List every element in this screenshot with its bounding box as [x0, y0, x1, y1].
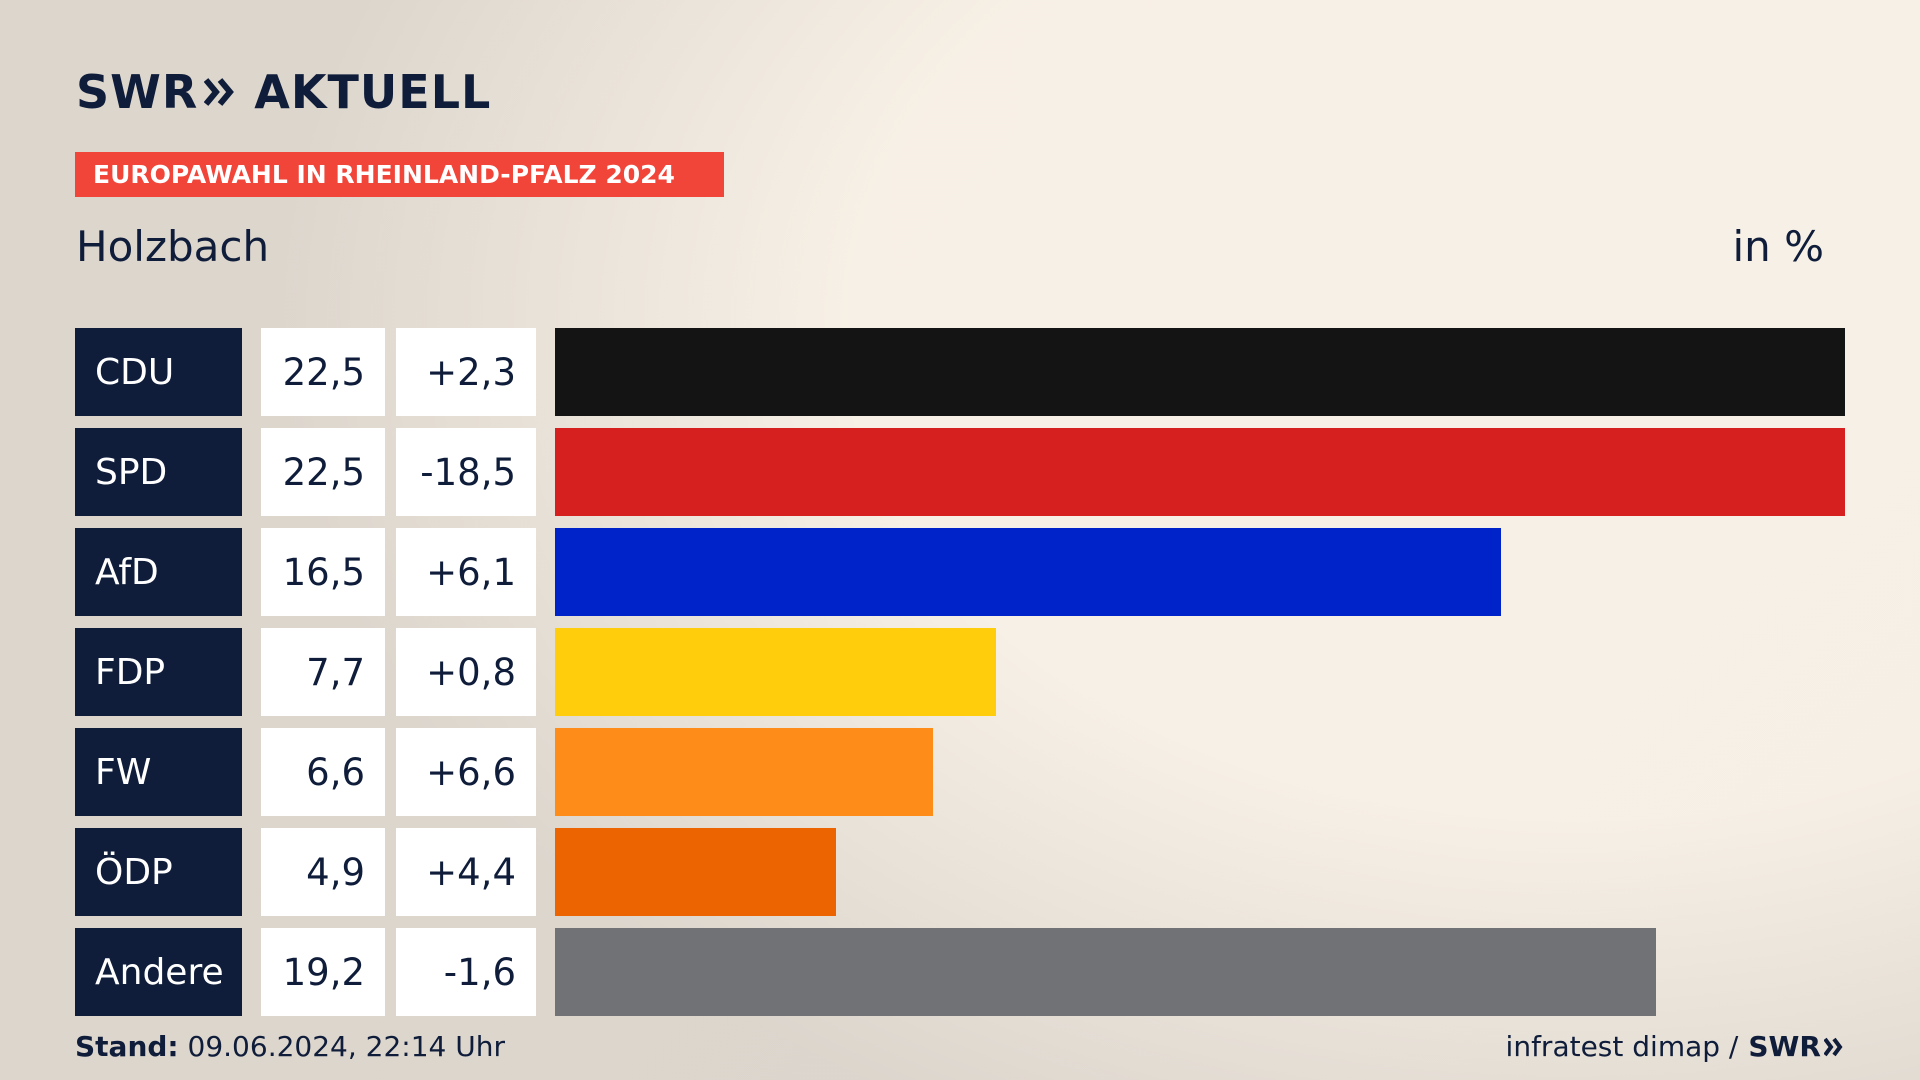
change-value: +6,6 — [396, 728, 536, 816]
party-label: ÖDP — [75, 828, 242, 916]
bar-fw — [555, 728, 933, 816]
vote-share-value: 7,7 — [261, 628, 385, 716]
bar-cdu — [555, 328, 1845, 416]
vote-share-value: 22,5 — [261, 428, 385, 516]
change-value: +4,4 — [396, 828, 536, 916]
result-row: SPD 22,5 -18,5 — [0, 428, 1920, 516]
result-row: AfD 16,5 +6,1 — [0, 528, 1920, 616]
vote-share-value: 19,2 — [261, 928, 385, 1016]
source-credit: infratest dimap / SWR — [1506, 1030, 1844, 1063]
source-logo-text: SWR — [1748, 1030, 1821, 1063]
change-value: -18,5 — [396, 428, 536, 516]
unit-label: in % — [1732, 222, 1824, 271]
stand-value: 09.06.2024, 22:14 Uhr — [187, 1030, 505, 1063]
result-row: FDP 7,7 +0,8 — [0, 628, 1920, 716]
bar-fdp — [555, 628, 996, 716]
party-label: CDU — [75, 328, 242, 416]
change-value: +2,3 — [396, 328, 536, 416]
vote-share-value: 6,6 — [261, 728, 385, 816]
vote-share-value: 4,9 — [261, 828, 385, 916]
party-label: AfD — [75, 528, 242, 616]
bar-spd — [555, 428, 1845, 516]
place-title: Holzbach — [76, 222, 270, 271]
election-badge: EUROPAWAHL IN RHEINLAND-PFALZ 2024 — [75, 152, 724, 197]
party-label: FDP — [75, 628, 242, 716]
change-value: -1,6 — [396, 928, 536, 1016]
result-row: Andere 19,2 -1,6 — [0, 928, 1920, 1016]
result-row: CDU 22,5 +2,3 — [0, 328, 1920, 416]
double-chevron-icon — [1824, 1037, 1843, 1056]
bar-afd — [555, 528, 1501, 616]
double-chevron-icon — [204, 78, 235, 106]
source-text: infratest dimap / — [1505, 1030, 1739, 1063]
result-row: ÖDP 4,9 +4,4 — [0, 828, 1920, 916]
logo-swr-text: SWR — [76, 65, 199, 119]
bar-andere — [555, 928, 1656, 1016]
change-value: +6,1 — [396, 528, 536, 616]
party-label: Andere — [75, 928, 242, 1016]
stand-label: Stand: — [75, 1030, 179, 1063]
logo-aktuell-text: AKTUELL — [254, 65, 492, 119]
swr-aktuell-logo: SWR AKTUELL — [76, 64, 491, 120]
change-value: +0,8 — [396, 628, 536, 716]
vote-share-value: 16,5 — [261, 528, 385, 616]
result-row: FW 6,6 +6,6 — [0, 728, 1920, 816]
bar-ödp — [555, 828, 836, 916]
timestamp: Stand: 09.06.2024, 22:14 Uhr — [75, 1030, 505, 1063]
vote-share-value: 22,5 — [261, 328, 385, 416]
party-label: FW — [75, 728, 242, 816]
party-label: SPD — [75, 428, 242, 516]
